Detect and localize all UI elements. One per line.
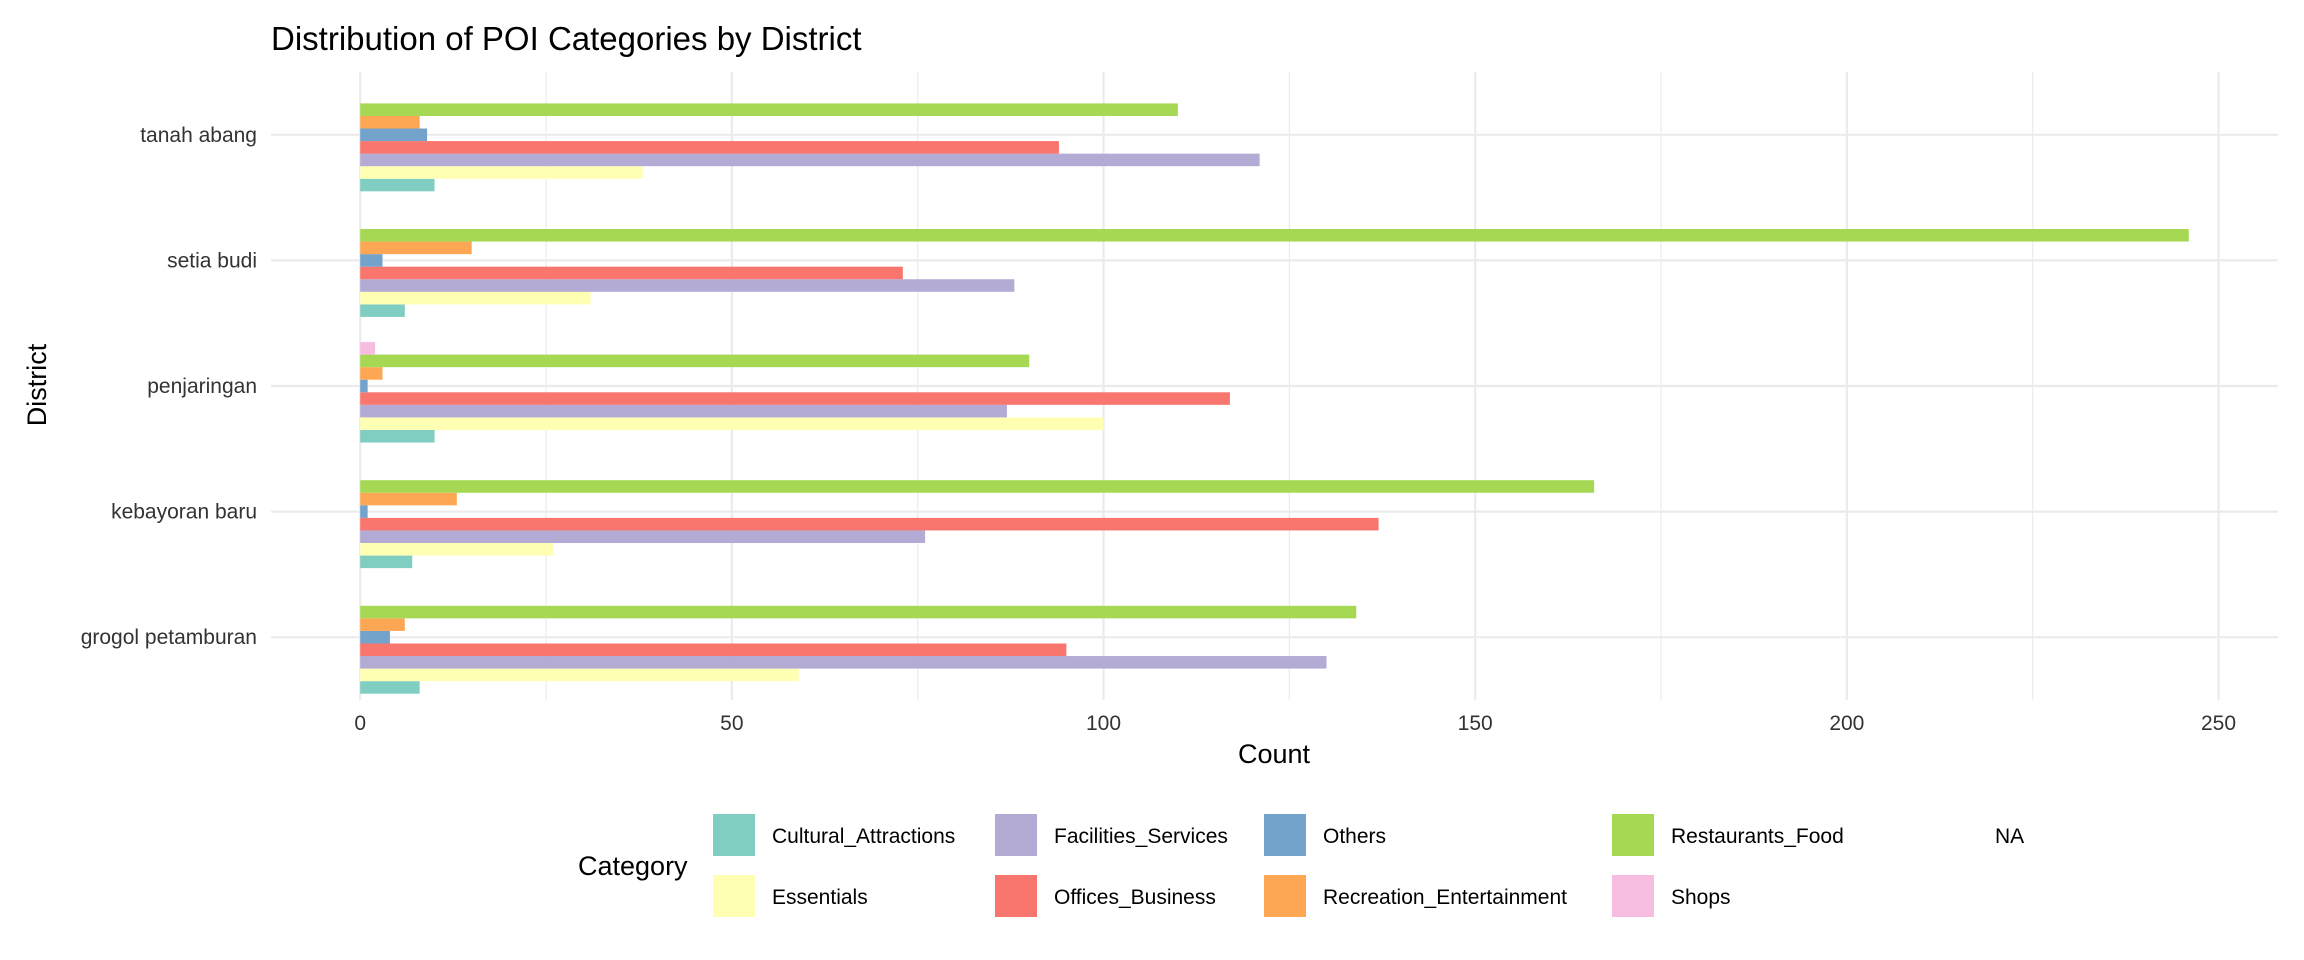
- bar-cultural-attractions-penjaringan: [360, 429, 435, 443]
- bar-recreation-entertainment-kebayoran-baru: [360, 492, 457, 506]
- bar-cultural-attractions-grogol-petamburan: [360, 681, 420, 694]
- legend-item: Shops: [1612, 875, 1731, 917]
- x-tick-labels: 0 50 100 150 200 250: [354, 712, 2236, 735]
- bar-facilities-services-penjaringan: [360, 404, 1007, 418]
- legend-label: Shops: [1671, 886, 1731, 909]
- bar-offices-business-kebayoran-baru: [360, 517, 1379, 531]
- y-tick-label: grogol petamburan: [81, 626, 257, 649]
- legend-label: NA: [1995, 825, 2024, 848]
- chart-title: Distribution of POI Categories by Distri…: [271, 20, 862, 57]
- bar-offices-business-tanah-abang: [360, 141, 1059, 154]
- x-tick-label: 50: [720, 712, 743, 735]
- legend-label: Essentials: [772, 886, 868, 909]
- bar-restaurants-food-kebayoran-baru: [360, 480, 1595, 493]
- x-tick-label: 250: [2201, 712, 2236, 735]
- legend-label: Restaurants_Food: [1671, 825, 1844, 848]
- bar-facilities-services-tanah-abang: [360, 153, 1260, 167]
- bar-restaurants-food-tanah-abang: [360, 103, 1178, 116]
- bar-offices-business-penjaringan: [360, 392, 1230, 405]
- legend-key: [1612, 814, 1654, 856]
- legend-item: Essentials: [713, 875, 868, 917]
- bar-offices-business-setia-budi: [360, 266, 903, 280]
- y-tick-label: penjaringan: [147, 375, 257, 398]
- bar-others-penjaringan: [360, 379, 368, 393]
- bar-others-grogol-petamburan: [360, 630, 390, 644]
- bar-recreation-entertainment-setia-budi: [360, 241, 472, 255]
- bar-recreation-entertainment-grogol-petamburan: [360, 618, 405, 631]
- x-tick-label: 150: [1458, 712, 1493, 735]
- legend-item: Recreation_Entertainment: [1264, 875, 1567, 917]
- bar-restaurants-food-setia-budi: [360, 229, 2189, 242]
- y-axis-title: District: [22, 343, 52, 426]
- legend-label: Recreation_Entertainment: [1323, 886, 1567, 909]
- legend-item: Offices_Business: [995, 875, 1216, 917]
- legend-key: [1264, 814, 1306, 856]
- bar-offices-business-grogol-petamburan: [360, 643, 1067, 657]
- bar-facilities-services-setia-budi: [360, 279, 1015, 292]
- bar-others-tanah-abang: [360, 128, 428, 142]
- legend-label: Cultural_Attractions: [772, 825, 955, 848]
- x-tick-label: 200: [1829, 712, 1864, 735]
- legend-item: Others: [1264, 814, 1386, 856]
- x-axis-title: Count: [1238, 739, 1311, 769]
- bar-others-kebayoran-baru: [360, 505, 368, 518]
- legend-key: [713, 875, 755, 917]
- bar-recreation-entertainment-tanah-abang: [360, 115, 420, 129]
- y-tick-label: setia budi: [167, 249, 257, 272]
- x-tick-label: 100: [1086, 712, 1121, 735]
- legend-item: Facilities_Services: [995, 814, 1228, 856]
- bar-cultural-attractions-tanah-abang: [360, 178, 435, 192]
- bars: [360, 103, 2189, 694]
- bar-facilities-services-kebayoran-baru: [360, 530, 926, 543]
- bar-essentials-kebayoran-baru: [360, 543, 554, 556]
- y-tick-label: tanah abang: [140, 124, 257, 147]
- bar-recreation-entertainment-penjaringan: [360, 367, 383, 380]
- bar-shops-penjaringan: [360, 342, 376, 355]
- y-tick-labels: grogol petamburan kebayoran baru penjaring…: [81, 124, 257, 649]
- x-tick-label: 0: [354, 712, 366, 735]
- legend-label: Offices_Business: [1054, 886, 1216, 909]
- legend-key: [1264, 875, 1306, 917]
- legend-item: Cultural_Attractions: [713, 814, 955, 856]
- bar-restaurants-food-grogol-petamburan: [360, 605, 1357, 619]
- bar-others-setia-budi: [360, 254, 383, 267]
- bar-essentials-grogol-petamburan: [360, 668, 799, 682]
- legend-key: [995, 814, 1037, 856]
- legend-key: [1612, 875, 1654, 917]
- legend-title: Category: [578, 851, 688, 881]
- bar-essentials-penjaringan: [360, 417, 1104, 430]
- bar-essentials-tanah-abang: [360, 166, 643, 179]
- bar-essentials-setia-budi: [360, 291, 591, 305]
- legend-item: Restaurants_Food: [1612, 814, 1844, 856]
- bar-cultural-attractions-kebayoran-baru: [360, 555, 413, 569]
- bar-facilities-services-grogol-petamburan: [360, 656, 1327, 669]
- grid-lines: [271, 72, 2278, 700]
- y-tick-label: kebayoran baru: [111, 501, 257, 524]
- legend-key: [713, 814, 755, 856]
- legend-label: Facilities_Services: [1054, 825, 1228, 848]
- bar-restaurants-food-penjaringan: [360, 354, 1030, 368]
- legend: Cultural_Attractions Essentials Facilities…: [713, 814, 2024, 917]
- legend-label: Others: [1323, 825, 1386, 848]
- legend-key: [995, 875, 1037, 917]
- bar-cultural-attractions-setia-budi: [360, 304, 405, 317]
- legend-item: NA: [1995, 825, 2024, 848]
